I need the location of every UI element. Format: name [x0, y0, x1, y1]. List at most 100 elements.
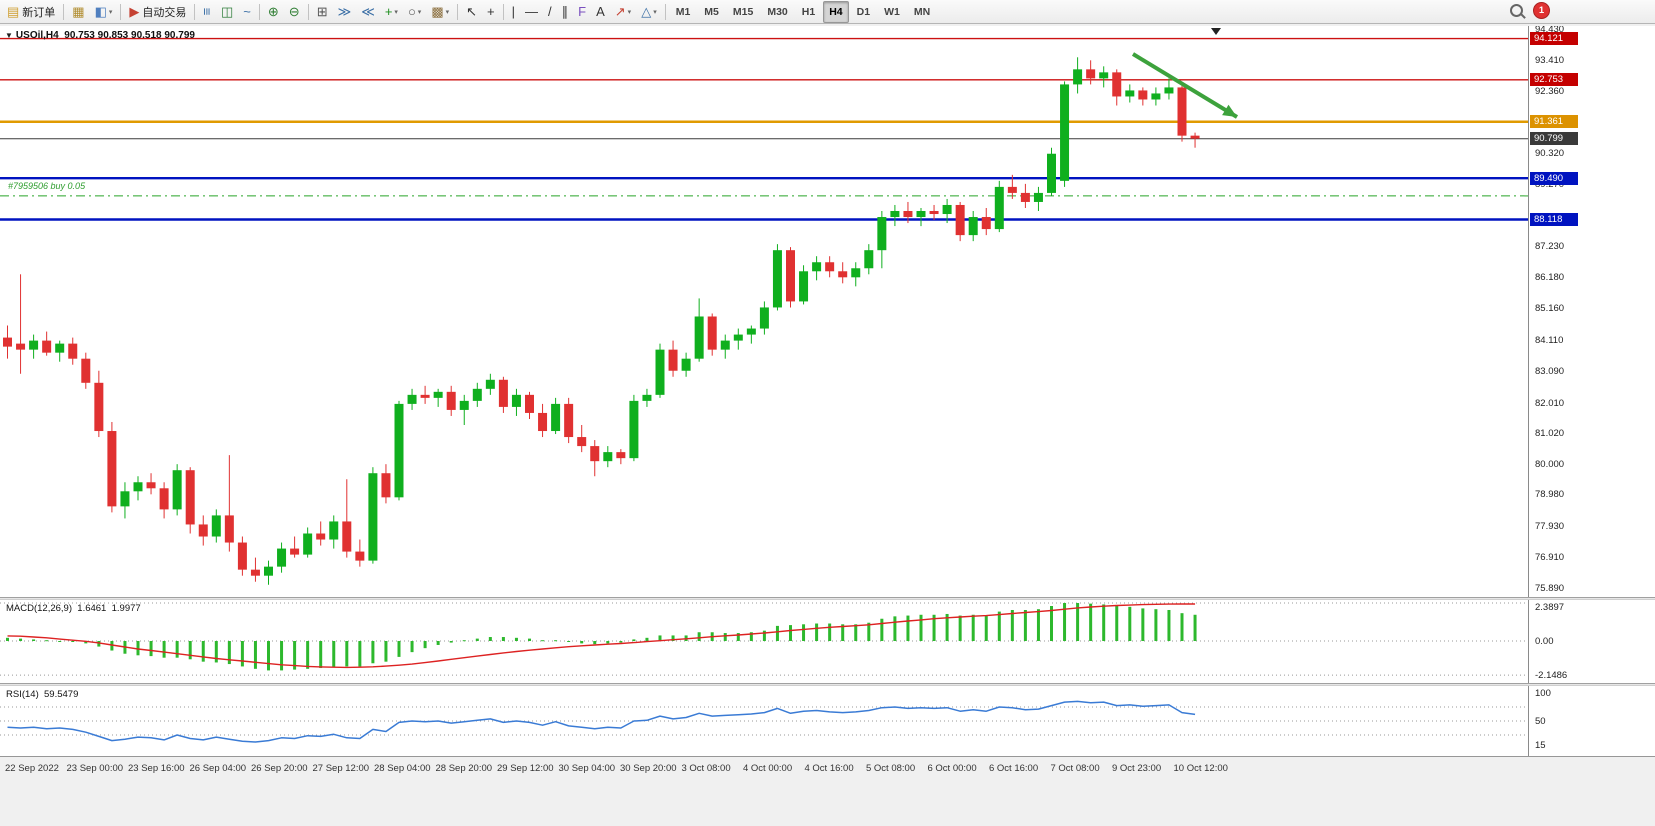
templates-button[interactable]: ▩ ▾ [427, 1, 453, 23]
candle [538, 412, 548, 432]
bar-chart-icon: ≡ [199, 7, 215, 16]
timeframe-m15-button[interactable]: M15 [732, 5, 754, 18]
auto-trading-button[interactable]: ▶ 自动交易 [125, 1, 190, 23]
price-axis[interactable]: 94.430 93.410 92.360 90.320 89.270 87.230 86.1… [1528, 26, 1655, 756]
notification-badge[interactable]: 1 [1533, 2, 1550, 19]
panel-separator[interactable] [0, 597, 1655, 600]
macd-canvas[interactable] [0, 600, 1528, 683]
shapes-button[interactable]: △ ▾ [637, 1, 661, 23]
price-badge: 92.753 [1530, 73, 1578, 87]
toolbar-separator [258, 3, 260, 20]
auto-scroll-button[interactable]: ≫ [334, 1, 356, 23]
candle [459, 400, 469, 410]
chart-shift-button[interactable]: ≪ [357, 1, 379, 23]
search-icon[interactable] [1510, 4, 1523, 17]
timeframe-w1-button[interactable]: W1 [884, 5, 900, 18]
new-chart-button[interactable]: ▦ [68, 1, 88, 23]
rsi-axis-label: 15 [1535, 740, 1546, 751]
price-tick: 93.410 [1535, 54, 1565, 66]
indicators-button[interactable]: + ▾ [381, 1, 402, 23]
trendline-button[interactable]: / [544, 1, 556, 23]
candle [277, 548, 287, 567]
macd-bar [371, 641, 375, 664]
candle [746, 328, 756, 335]
candle [772, 250, 782, 308]
timeframe-m30-button[interactable]: M30 [767, 5, 788, 18]
vertical-line-button[interactable]: | [508, 1, 519, 23]
toolbar-right: 1 [1510, 2, 1550, 19]
candle [159, 488, 169, 510]
macd-panel[interactable]: MACD(12,26,9) 1.6461 1.9977 [0, 600, 1528, 683]
profiles-button[interactable]: ◧ ▾ [91, 1, 117, 23]
candle [237, 542, 247, 570]
candle [1099, 72, 1109, 79]
symbol-dropdown-icon[interactable]: ▼ [5, 31, 13, 40]
zoom-in-button[interactable]: ⊕ [264, 1, 283, 23]
candle [720, 340, 730, 350]
candle [224, 515, 234, 543]
channel-button[interactable]: ∥ [558, 1, 573, 23]
timeframe-m5-button[interactable]: M5 [704, 5, 719, 18]
price-tick: 81.020 [1535, 427, 1565, 439]
main-chart-canvas[interactable] [0, 26, 1528, 597]
candle [133, 482, 143, 492]
crosshair-button[interactable]: + [483, 1, 499, 23]
macd-bar [436, 641, 440, 645]
candle [694, 316, 704, 359]
periods-button[interactable]: ○ ▾ [404, 1, 425, 23]
cursor-button[interactable]: ↖ [462, 1, 481, 23]
new-order-button[interactable]: ▤ 新订单 [3, 1, 59, 23]
auto-scroll-icon: ≫ [337, 4, 352, 19]
macd-bar [1154, 609, 1158, 641]
text-icon: A [596, 4, 605, 19]
panel-separator[interactable] [0, 683, 1655, 686]
candle [786, 250, 795, 302]
candle-chart-button[interactable]: ◫ [217, 1, 237, 23]
fibonacci-button[interactable]: F [574, 1, 590, 23]
candle [68, 343, 78, 359]
candle [603, 452, 613, 462]
candle [903, 211, 913, 218]
bar-chart-button[interactable]: ≡ [199, 1, 215, 23]
macd-bar [554, 640, 558, 642]
line-chart-button[interactable]: ~ [239, 1, 255, 23]
macd-bar [749, 632, 753, 641]
rsi-panel[interactable]: RSI(14) 59.5479 [0, 686, 1528, 756]
time-label: 30 Sep 04:00 [558, 763, 616, 774]
candle [250, 569, 260, 576]
candle [759, 307, 769, 329]
timeframe-m1-button[interactable]: M1 [675, 5, 691, 18]
macd-bar [762, 630, 766, 641]
arrows-button[interactable]: ↗ ▾ [611, 1, 635, 23]
candle [564, 403, 574, 438]
candle [994, 186, 1004, 230]
trend-arrow[interactable] [1131, 52, 1239, 119]
macd-bar [1063, 602, 1067, 641]
text-button[interactable]: A [592, 1, 609, 23]
top-marker-icon[interactable] [1211, 28, 1221, 35]
tile-windows-button[interactable]: ⊞ [313, 1, 332, 23]
candle [211, 515, 221, 537]
timeframe-h1-button[interactable]: H1 [801, 5, 816, 18]
rsi-name: RSI(14) [6, 689, 39, 700]
time-label: 26 Sep 04:00 [189, 763, 247, 774]
time-axis[interactable]: 22 Sep 2022 23 Sep 00:00 23 Sep 16:00 26 Se… [0, 758, 1655, 782]
candle [107, 431, 117, 507]
zoom-out-button[interactable]: ⊖ [285, 1, 304, 23]
main-chart-panel[interactable]: ▼ USOil,H4 90.753 90.853 90.518 90.799 #7… [0, 26, 1528, 597]
timeframe-d1-button[interactable]: D1 [856, 5, 871, 18]
candle [472, 388, 482, 401]
macd-bar [488, 637, 492, 641]
time-label: 3 Oct 08:00 [681, 763, 731, 774]
toolbar-items: ▤ 新订单 ▦ ◧ ▾ ▶ 自动交易 ≡ ◫ ~ ⊕ ⊖ ⊞ ≫ ≪ + ▾ ○ ▾ ▩ ▾ ↖ + | — / ∥ F A ↗ ▾ △ ▾ M1… [2, 0, 937, 23]
macd-bar [593, 641, 597, 645]
timeframe-mn-button[interactable]: MN [913, 5, 931, 18]
macd-bar [775, 625, 779, 641]
time-label: 4 Oct 16:00 [804, 763, 854, 774]
candle [185, 470, 195, 525]
horizontal-line-button[interactable]: — [521, 1, 542, 23]
rsi-canvas[interactable] [0, 686, 1528, 756]
macd-label: MACD(12,26,9) 1.6461 1.9977 [6, 603, 141, 614]
timeframe-h4-button[interactable]: H4 [823, 0, 849, 23]
time-label: 27 Sep 12:00 [312, 763, 370, 774]
